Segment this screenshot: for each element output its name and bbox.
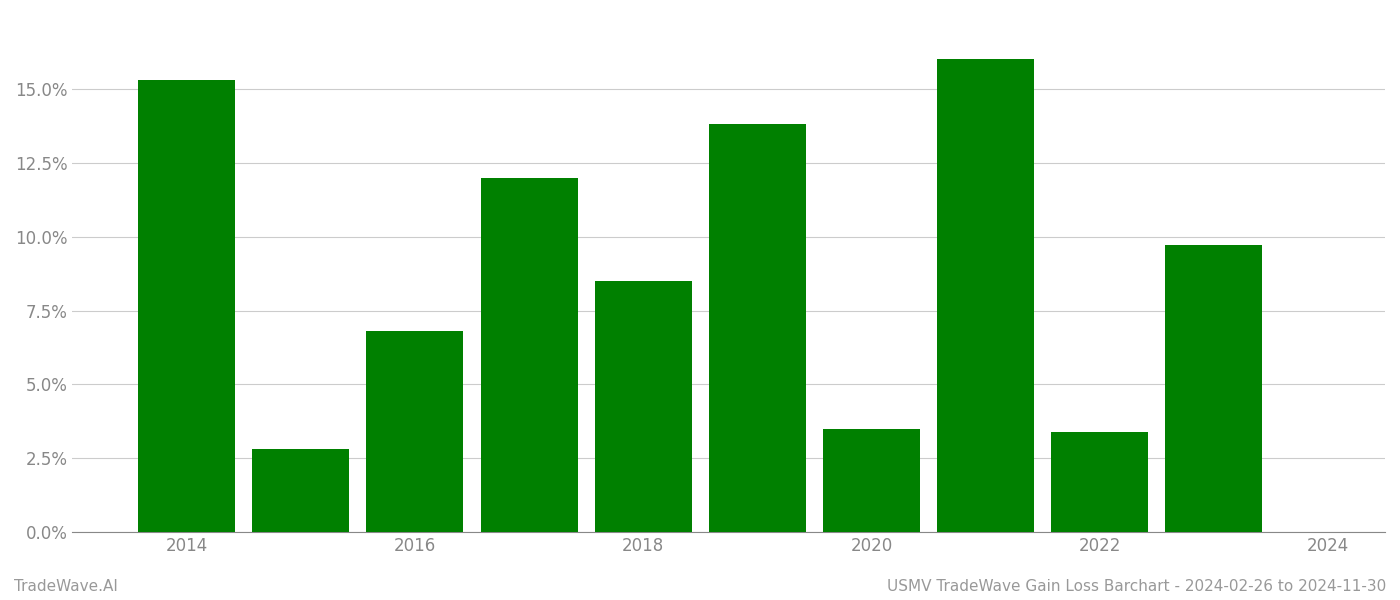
Bar <box>1165 245 1263 532</box>
Bar <box>823 429 920 532</box>
Bar <box>1051 431 1148 532</box>
Text: TradeWave.AI: TradeWave.AI <box>14 579 118 594</box>
Text: USMV TradeWave Gain Loss Barchart - 2024-02-26 to 2024-11-30: USMV TradeWave Gain Loss Barchart - 2024… <box>886 579 1386 594</box>
Bar <box>595 281 692 532</box>
Bar <box>480 178 578 532</box>
Bar <box>252 449 349 532</box>
Bar <box>139 80 235 532</box>
Bar <box>708 124 806 532</box>
Bar <box>367 331 463 532</box>
Bar <box>937 59 1035 532</box>
